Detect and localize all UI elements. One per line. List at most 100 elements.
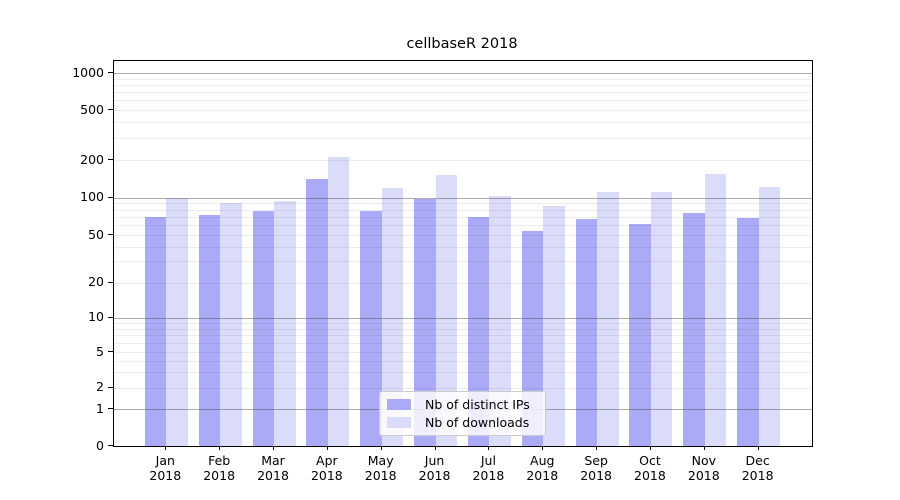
- x-tick-year: 2018: [634, 468, 666, 483]
- bar-downloads-jan: [166, 197, 188, 446]
- y-tick-label: 20: [88, 274, 104, 289]
- bar-distinct-ips-jan: [144, 216, 167, 446]
- gridline-minor: [114, 282, 812, 284]
- x-axis-tick: [434, 446, 436, 450]
- x-axis-tick: [703, 446, 705, 450]
- y-axis-tick: [108, 408, 113, 409]
- y-tick-label: 50: [88, 226, 104, 242]
- x-tick-year: 2018: [149, 468, 182, 483]
- x-tick-month: Aug: [530, 453, 555, 468]
- gridline-minor: [114, 160, 812, 161]
- legend-label-downloads: Nb of downloads: [425, 415, 530, 430]
- x-tick-label: Dec 2018: [730, 453, 786, 483]
- x-axis-tick: [273, 446, 274, 450]
- x-axis-tick: [542, 446, 544, 450]
- x-tick-label: Nov 2018: [676, 453, 732, 483]
- bar-distinct-ips-nov: [683, 213, 705, 446]
- legend-label-distinct-ips: Nb of distinct IPs: [425, 397, 530, 412]
- legend-swatch-downloads: [387, 417, 411, 428]
- gridline-minor: [114, 209, 812, 211]
- x-tick-label: Jan 2018: [137, 453, 193, 483]
- x-tick-month: Jul: [480, 453, 496, 468]
- gridline-minor: [114, 342, 812, 344]
- gridline-minor: [114, 225, 812, 227]
- x-tick-year: 2018: [526, 468, 559, 483]
- x-tick-month: Feb: [208, 453, 231, 468]
- y-tick-label: 2: [96, 379, 104, 394]
- x-tick-month: May: [367, 453, 394, 468]
- bar-distinct-ips-oct: [629, 224, 651, 446]
- gridline-minor: [114, 137, 812, 139]
- bar-downloads-apr: [327, 156, 350, 446]
- y-axis-tick: [108, 351, 113, 352]
- gridline-minor: [114, 122, 812, 124]
- x-tick-year: 2018: [203, 468, 236, 483]
- x-tick-month: Apr: [316, 453, 338, 468]
- gridline-minor: [114, 78, 812, 80]
- x-tick-year: 2018: [580, 468, 612, 483]
- gridline-minor: [114, 352, 812, 353]
- gridline-minor: [114, 328, 812, 330]
- legend-swatch-distinct-ips: [387, 399, 411, 410]
- x-axis-tick: [596, 446, 598, 450]
- gridline-minor: [114, 261, 812, 263]
- x-tick-label: Mar 2018: [245, 453, 301, 483]
- bar-downloads-mar: [274, 201, 296, 446]
- x-tick-month: Jan: [155, 453, 175, 468]
- y-tick-label: 10: [88, 309, 104, 324]
- x-tick-label: Apr 2018: [299, 453, 355, 483]
- chart-title: cellbaseR 2018: [406, 36, 518, 52]
- y-tick-label: 0: [96, 437, 104, 453]
- x-axis-tick: [165, 446, 167, 450]
- bar-downloads-sep: [597, 192, 619, 446]
- gridline-major: [114, 197, 812, 199]
- x-axis-tick: [757, 446, 759, 450]
- gridline-minor: [114, 360, 812, 362]
- y-tick-label: 100: [80, 189, 104, 204]
- gridline-minor: [114, 100, 812, 102]
- x-axis-tick: [380, 446, 382, 450]
- gridline-minor: [114, 203, 812, 205]
- gridline-minor: [114, 235, 812, 236]
- bar-downloads-feb: [220, 202, 242, 446]
- x-tick-label: Feb 2018: [191, 453, 247, 483]
- y-tick-label: 5: [96, 343, 104, 359]
- x-tick-year: 2018: [418, 468, 451, 483]
- x-axis-tick: [326, 446, 328, 450]
- bar-downloads-may: [381, 187, 404, 446]
- gridline-major: [114, 73, 812, 74]
- bar-distinct-ips-apr: [306, 178, 328, 446]
- x-tick-month: Dec: [745, 453, 770, 468]
- y-axis-tick: [108, 445, 113, 446]
- x-axis-tick: [649, 446, 651, 450]
- x-tick-month: Jun: [424, 453, 445, 468]
- bar-downloads-aug: [543, 205, 565, 446]
- x-axis-tick: [488, 446, 490, 450]
- y-axis-tick: [108, 159, 113, 160]
- bar-distinct-ips-may: [360, 210, 382, 446]
- gridline-minor: [114, 246, 812, 248]
- x-tick-label: Aug 2018: [514, 453, 570, 483]
- bar-downloads-oct: [650, 192, 673, 446]
- bar-downloads-jul: [489, 196, 511, 446]
- legend-item-downloads: Nb of downloads: [387, 415, 537, 430]
- y-axis-tick: [108, 316, 113, 318]
- gridline-minor: [114, 335, 812, 337]
- y-axis-tick: [108, 109, 113, 110]
- y-tick-label: 500: [80, 101, 104, 117]
- x-tick-label: Sep 2018: [568, 453, 624, 483]
- y-axis-tick: [108, 72, 113, 73]
- bar-downloads-jun: [435, 174, 458, 446]
- plot-area: Nb of distinct IPs Nb of downloads: [113, 60, 813, 447]
- legend: Nb of distinct IPs Nb of downloads: [379, 391, 546, 436]
- bar-downloads-dec: [758, 186, 781, 446]
- gridline-minor: [114, 110, 812, 111]
- gridline-minor: [114, 371, 812, 373]
- x-tick-year: 2018: [310, 468, 343, 483]
- legend-item-distinct-ips: Nb of distinct IPs: [387, 397, 537, 412]
- bar-distinct-ips-jun: [414, 199, 436, 446]
- x-tick-year: 2018: [741, 468, 774, 483]
- x-tick-label: Jul 2018: [460, 453, 516, 483]
- y-axis-tick: [108, 234, 113, 235]
